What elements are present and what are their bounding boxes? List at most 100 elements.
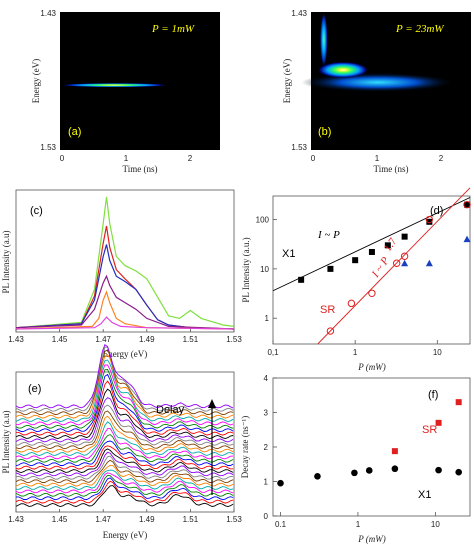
data-point [426,218,433,225]
x-tick-label: 1.45 [52,515,68,524]
x-tick-label: 10 [431,520,440,529]
x-tick-label: 1.51 [183,515,199,524]
axis-b-xlabel: Time (ns) [374,164,409,174]
series-line [15,274,235,330]
x-tick-label: 0,1 [267,348,279,357]
series-line [15,415,234,453]
series-line [15,404,234,446]
axis-d-ylabel: PL Intensity (a.u.) [241,237,251,302]
panel-b-label: (b) [318,126,331,138]
data-point [425,259,433,267]
x-tick-label: 1.49 [139,335,155,344]
tick-a-x-0: 0 [60,154,65,163]
x-tick-label: 1.53 [226,335,242,344]
heatmap-blob [317,61,369,79]
series-line [15,290,235,330]
series-line [15,459,234,484]
axis-f-xlabel: P (mW) [357,534,386,544]
series-line [15,343,234,409]
label-d-fit-x1: I ~ P [317,229,340,241]
tick-a-y-bottom: 1.53 [40,143,56,152]
axis-c-xlabel: Energy (eV) [103,349,148,359]
series-line [15,480,234,504]
x-tick-label: 1 [356,520,361,529]
plot-f-marks: 0.1 1 10 0 1 2 3 4 [264,374,462,529]
series-line [15,397,234,443]
tick-b-x-2: 2 [439,154,444,163]
data-point [425,215,434,224]
data-point [455,399,462,406]
label-f-sr: SR [422,424,437,436]
tick-b-y-top: 1.43 [291,9,307,18]
series-line [15,464,234,487]
panel-c: 1.43 1.45 1.47 1.49 1.51 1.53 Energy (eV) PL … [1,189,242,359]
data-point [347,299,356,308]
tick-a-x-2: 2 [188,154,193,163]
y-tick-label: 1 [264,478,269,487]
series-line [15,359,234,422]
annotation-e-delay: Delay [156,404,185,416]
axis-a-xlabel: Time (ns) [123,164,158,174]
data-point [384,242,391,249]
data-point [455,468,462,476]
axis-c-ylabel: PL Intensity (a.u) [1,231,11,294]
x-tick-label: 1.51 [183,335,199,344]
plot-e-series [15,343,234,507]
panel-f: 0.1 1 10 0 1 2 3 4 P (mW) Decay rate (ns⁻¹) (f)… [240,374,471,544]
y-tick-label: 3 [264,409,269,418]
panel-d-label: (d) [430,205,443,217]
data-point [401,259,409,267]
series-line [15,369,234,429]
data-point [351,469,358,477]
tick-a-y-top: 1.43 [40,9,56,18]
series-line [15,349,234,416]
series-line [15,316,235,330]
data-point [277,479,284,487]
x-tick-label: 1.43 [8,335,24,344]
heatmap-a-background [60,12,220,150]
x-tick-label: 1.47 [95,515,111,524]
series-line [15,474,234,497]
panel-e: 1.43 1.45 1.47 1.49 1.51 1.53 Energy (eV) PL … [1,343,242,540]
data-point [464,201,471,208]
data-point [435,419,442,426]
x-tick-label: 1.43 [8,515,24,524]
series-line [15,346,234,412]
data-point [392,259,401,267]
x-tick-label: 0.1 [275,520,287,529]
x-tick-label: 10 [433,348,442,357]
series-line [15,455,234,480]
axis-e-ylabel: PL Intensity (a.u) [1,411,11,474]
axis-e-xlabel: Energy (eV) [103,530,148,540]
data-point [327,265,334,272]
data-point [400,252,409,260]
series-line [15,373,234,433]
data-point [391,465,399,473]
label-f-x1: X1 [418,489,431,501]
data-point [368,248,375,255]
panel-c-label: (c) [30,205,43,217]
series-line [15,469,234,490]
plot-f-frame [272,377,471,517]
data-point [352,257,359,264]
plot-d-marks: 0,1 1 10 1 10 100 [256,187,471,357]
label-d-sr: SR [320,304,335,316]
series-line [15,380,234,436]
tick-b-y-bottom: 1.53 [291,143,307,152]
series-line [15,477,234,501]
data-point [435,466,442,474]
annotation-a-power: P = 1mW [151,23,195,35]
tick-a-x-1: 1 [124,154,129,163]
tick-b-x-1: 1 [375,154,380,163]
y-tick-label: 2 [264,443,269,452]
panel-a-label: (a) [68,126,81,138]
x-tick-label: 1.49 [139,515,155,524]
series-line [15,472,234,494]
plot-c-xticks: 1.43 1.45 1.47 1.49 1.51 1.53 [8,329,242,344]
series-line [15,445,234,470]
x-tick-label: 1 [353,348,358,357]
x-tick-label: 1.53 [226,515,242,524]
panel-e-label: (e) [28,383,41,395]
